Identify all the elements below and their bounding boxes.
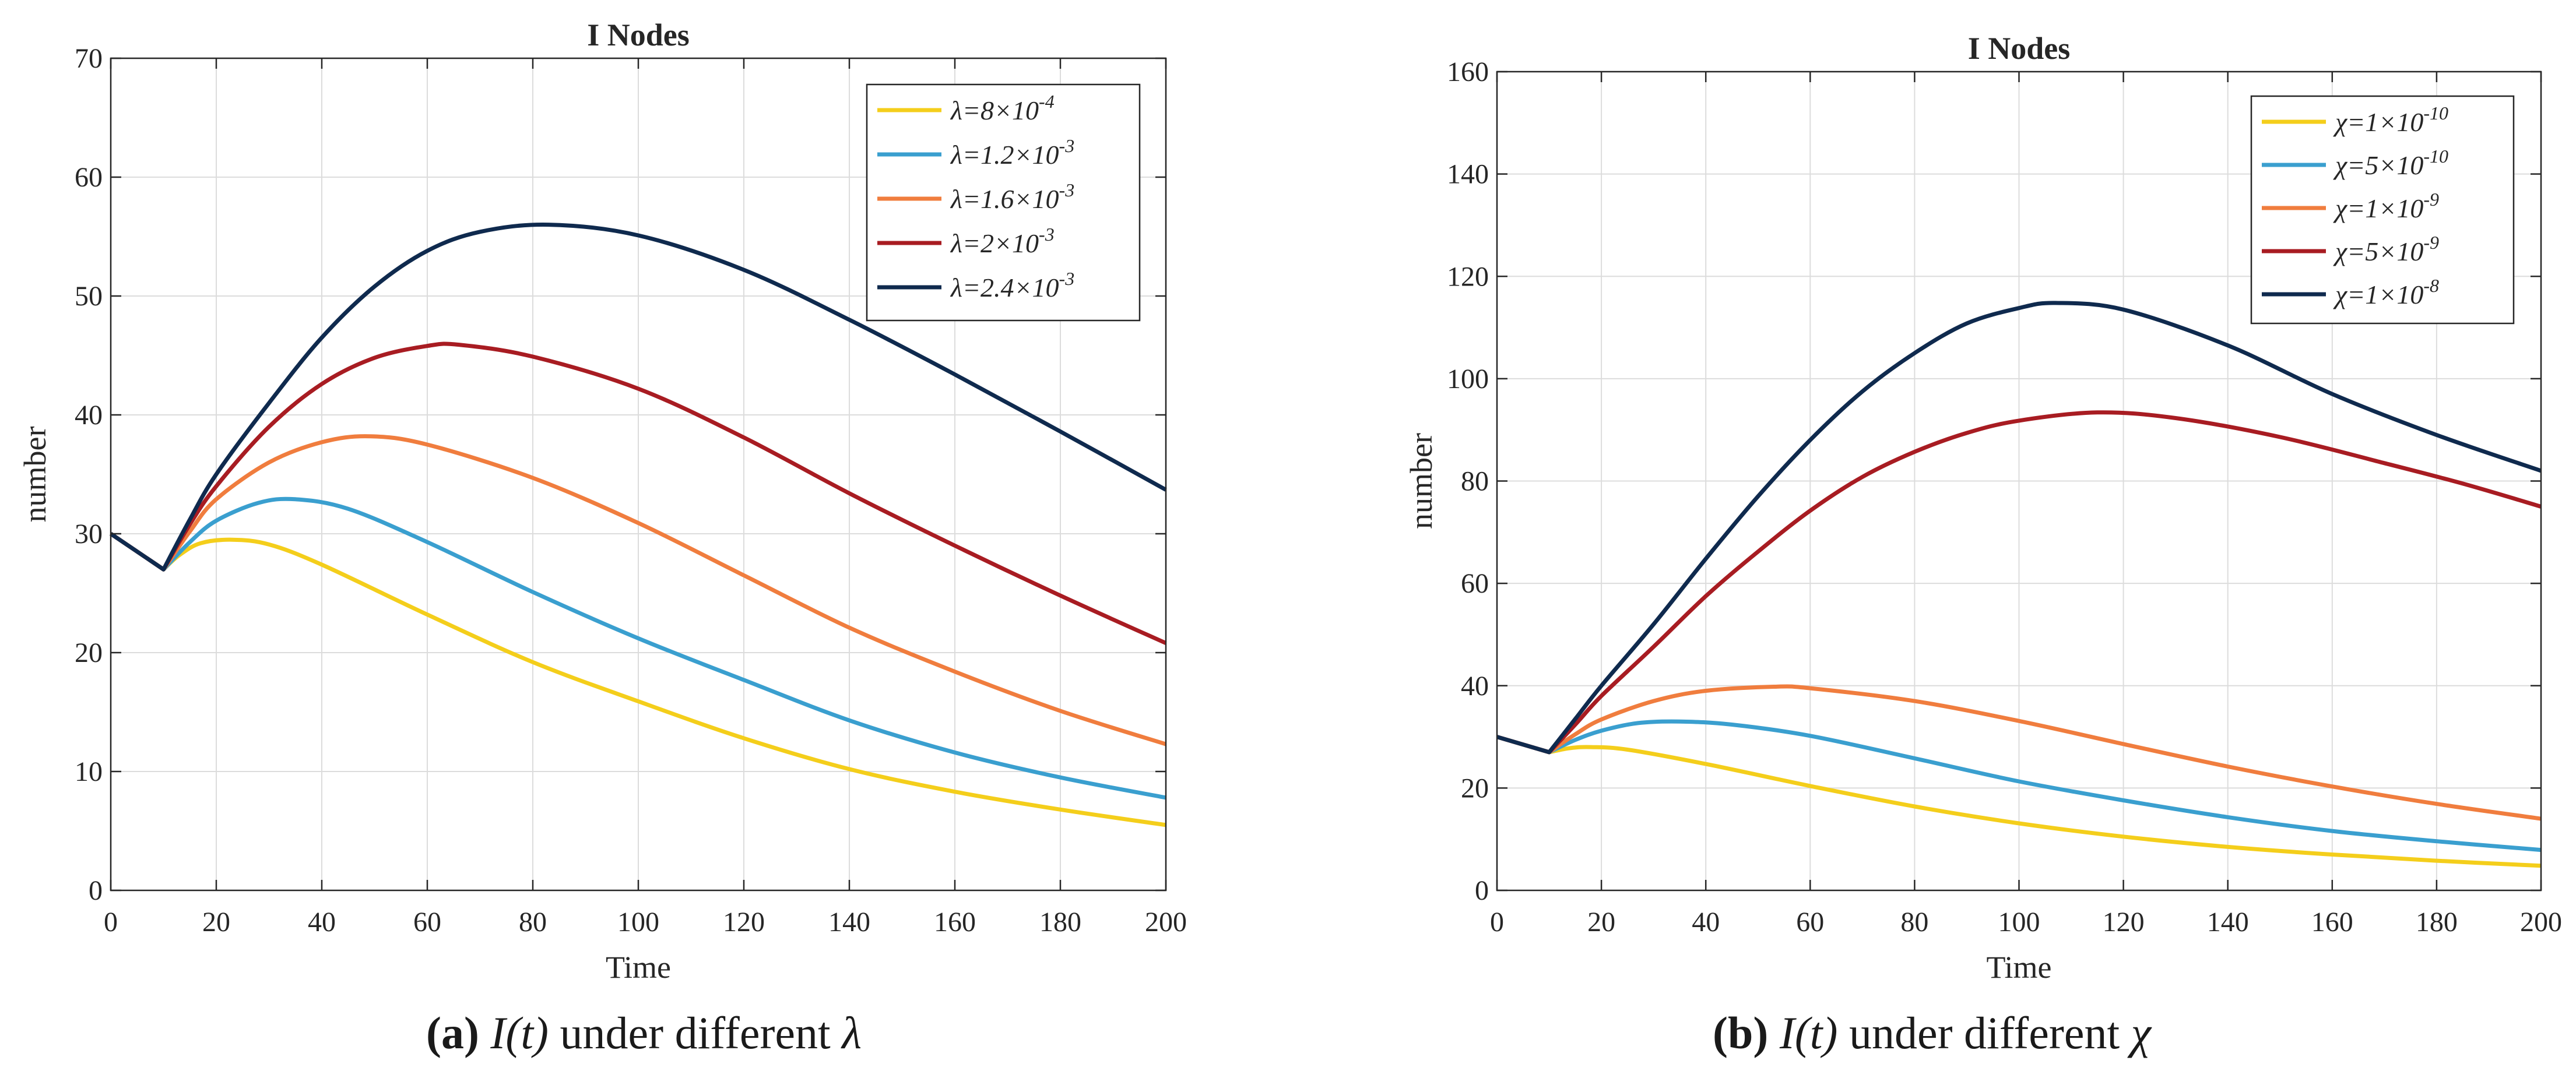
legend-label: λ=1.2×10-3 [950, 135, 1074, 170]
chart-b: 0 20 40 60 80 100 120 140 160 180 200 0 20 40 60 80 100 1… [1404, 31, 2562, 985]
caption-label: (b) [1713, 1007, 1769, 1058]
chart-title: I Nodes [1968, 31, 2071, 66]
x-axis-label: Time [1986, 950, 2051, 985]
series-line [110, 532, 1166, 827]
legend-label: λ=1.6×10-3 [950, 179, 1074, 214]
caption-a: (a) I(t) under different λ [0, 1007, 1288, 1059]
x-tick-label: 40 [308, 907, 336, 938]
series-line [110, 496, 1166, 800]
x-tick-label: 160 [934, 907, 976, 938]
x-tick-label: 40 [1692, 907, 1720, 938]
x-tick-label: 60 [1796, 907, 1824, 938]
x-tick-label: 140 [828, 907, 870, 938]
series-group [110, 222, 1167, 827]
y-axis-label: number [17, 427, 52, 523]
y-tick-label: 0 [89, 875, 103, 906]
caption-b: (b) I(t) under different χ [1288, 1007, 2576, 1059]
series-line [1496, 684, 2542, 821]
y-tick-label: 70 [75, 43, 103, 74]
y-tick-label: 60 [1461, 568, 1489, 599]
y-tick-label: 160 [1447, 57, 1489, 87]
x-tick-label: 100 [1998, 907, 2040, 938]
x-tick-label: 200 [1145, 907, 1187, 938]
legend-label: χ=1×10-9 [2333, 189, 2439, 223]
x-tick-label: 0 [104, 907, 118, 938]
x-tick-label: 20 [202, 907, 230, 938]
y-tick-label: 20 [75, 637, 103, 668]
ticks: 0 20 40 60 80 100 120 140 160 180 200 0 10 20 30 40 50 60… [75, 43, 1187, 938]
series-line [110, 222, 1167, 572]
x-tick-label: 180 [1039, 907, 1081, 938]
x-tick-label: 200 [2520, 907, 2562, 938]
chart-title: I Nodes [587, 17, 690, 52]
legend-box [866, 83, 1141, 322]
panel-b: 0 20 40 60 80 100 120 140 160 180 200 0 20 40 60 80 100 1… [1288, 0, 2576, 1078]
y-tick-label: 10 [75, 756, 103, 787]
y-tick-label: 40 [75, 400, 103, 431]
x-tick-label: 100 [617, 907, 659, 938]
caption-expression: I(t) [1779, 1007, 1838, 1058]
legend-label: χ=1×10-10 [2333, 103, 2448, 137]
legend-label: λ=2×10-3 [950, 224, 1055, 258]
y-tick-label: 120 [1447, 261, 1489, 292]
x-tick-label: 0 [1490, 907, 1504, 938]
series-line [1496, 301, 2542, 755]
x-tick-label: 60 [413, 907, 441, 938]
x-tick-label: 20 [1587, 907, 1615, 938]
y-tick-label: 80 [1461, 466, 1489, 497]
y-tick-label: 20 [1461, 773, 1489, 804]
caption-label: (a) [426, 1007, 479, 1058]
y-tick-label: 0 [1475, 875, 1489, 906]
y-axis-label: number [1404, 433, 1439, 529]
caption-text: under different [560, 1007, 831, 1058]
legend-label: χ=5×10-9 [2333, 232, 2439, 266]
x-tick-label: 120 [2103, 907, 2145, 938]
x-axis-label: Time [606, 950, 671, 985]
caption-symbol: λ [842, 1007, 862, 1058]
caption-text: under different [1848, 1007, 2120, 1058]
x-tick-label: 80 [519, 907, 547, 938]
y-tick-label: 30 [75, 519, 103, 549]
y-tick-label: 100 [1447, 364, 1489, 394]
y-tick-label: 40 [1461, 671, 1489, 702]
x-tick-label: 120 [723, 907, 765, 938]
chart-a: 0 20 40 60 80 100 120 140 160 180 200 0 10 20 30 40 50 60… [17, 17, 1187, 985]
series-line [1496, 719, 2542, 852]
series-line [110, 341, 1167, 645]
x-tick-label: 180 [2416, 907, 2458, 938]
legend-label: χ=1×10-8 [2333, 275, 2439, 309]
series-line [1496, 735, 2542, 868]
series-line [1496, 410, 2542, 755]
series-group [1496, 301, 2542, 868]
legend: χ=1×10-10 χ=5×10-10 χ=1×10-9 χ=5×10-9 χ=1×10… [2250, 95, 2515, 325]
y-tick-label: 140 [1447, 159, 1489, 190]
panel-a: 0 20 40 60 80 100 120 140 160 180 200 0 10 20 30 40 50 60… [0, 17, 1288, 1059]
y-tick-label: 60 [75, 162, 103, 193]
x-tick-label: 140 [2207, 907, 2249, 938]
caption-expression: I(t) [490, 1007, 549, 1058]
caption-symbol: χ [2131, 1007, 2151, 1058]
ticks: 0 20 40 60 80 100 120 140 160 180 200 0 20 40 60 80 100 1… [1447, 57, 2562, 938]
legend-label: χ=5×10-10 [2333, 146, 2448, 180]
series-line [110, 434, 1167, 746]
legend: λ=8×10-4 λ=1.2×10-3 λ=1.6×10-3 λ=2×10-3 λ=2.… [866, 83, 1141, 322]
x-tick-label: 160 [2311, 907, 2353, 938]
legend-label: λ=8×10-4 [950, 91, 1055, 125]
legend-label: λ=2.4×10-3 [950, 268, 1074, 302]
x-tick-label: 80 [1900, 907, 1928, 938]
y-tick-label: 50 [75, 281, 103, 312]
